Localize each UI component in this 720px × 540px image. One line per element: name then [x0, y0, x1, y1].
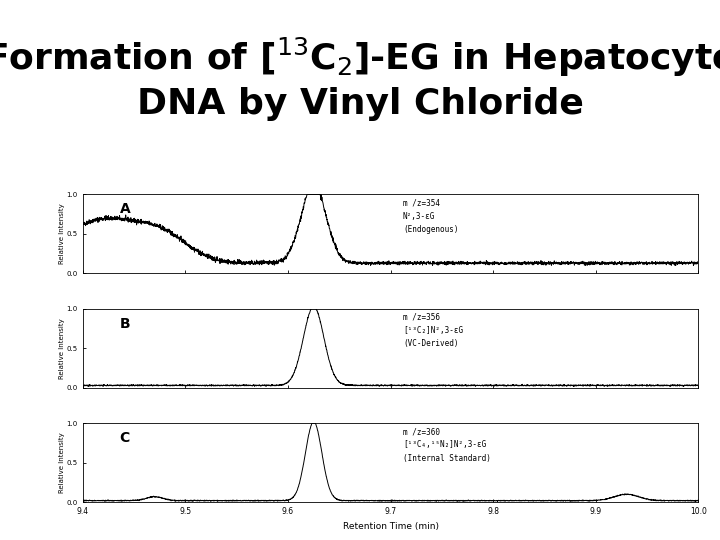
Text: m /z=356
[¹³C₂]N²,3-εG
(VC-Derived): m /z=356 [¹³C₂]N²,3-εG (VC-Derived) [403, 313, 463, 348]
Text: m /z=360
[¹³C₄,¹⁵N₂]N²,3-εG
(Internal Standard): m /z=360 [¹³C₄,¹⁵N₂]N²,3-εG (Internal St… [403, 427, 491, 463]
Text: A: A [120, 202, 130, 217]
Text: m /z=354
N²,3-εG
(Endogenous): m /z=354 N²,3-εG (Endogenous) [403, 198, 459, 234]
Y-axis label: Relative Intensity: Relative Intensity [59, 204, 66, 264]
Text: C: C [120, 431, 130, 445]
Text: B: B [120, 317, 130, 330]
Y-axis label: Relative Intensity: Relative Intensity [59, 433, 66, 493]
Text: Formation of [$^{13}$C$_2$]-EG in Hepatocyte
DNA by Vinyl Chloride: Formation of [$^{13}$C$_2$]-EG in Hepato… [0, 36, 720, 122]
X-axis label: Retention Time (min): Retention Time (min) [343, 522, 438, 531]
Y-axis label: Relative Intensity: Relative Intensity [59, 318, 66, 379]
